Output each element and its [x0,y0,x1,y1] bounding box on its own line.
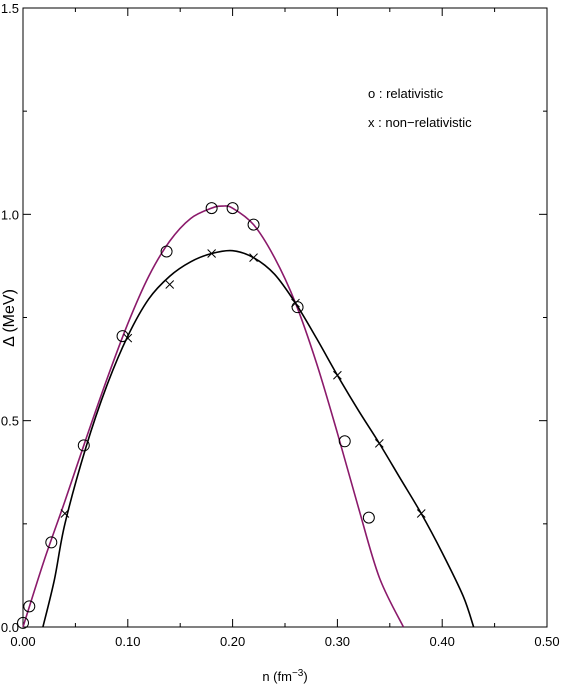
x-axis-label-sup: −3 [292,668,304,679]
x-axis-label: n (fm−3) [262,668,307,685]
point-non-relativistic [207,249,216,258]
x-axis-label-base: n (fm [262,669,292,684]
legend: o : relativistic x : non−relativistic [368,86,472,130]
x-tick-label: 0.50 [534,634,559,649]
legend-entry-non-relativistic: x : non−relativistic [368,115,472,130]
curve-non-relativistic [42,249,475,628]
point-non-relativistic [60,509,70,518]
series-curves [22,205,475,628]
point-non-relativistic [416,509,426,518]
point-relativistic [247,218,260,231]
y-axis-label: Δ (MeV) [1,289,18,347]
point-relativistic [205,202,218,215]
y-tick-label: 0.0 [1,620,19,635]
point-relativistic [160,245,173,258]
curve-relativistic [22,205,405,628]
plot-frame [22,7,548,628]
point-non-relativistic [291,298,300,308]
axis-ticks: 0.00 0.10 0.20 0.30 0.40 0.50 0.0 0.5 1.0 1.5 [1,1,560,649]
point-non-relativistic [249,253,258,263]
x-axis-label-close: ) [303,669,307,684]
point-non-relativistic [333,370,342,380]
y-tick-label: 0.5 [1,414,19,429]
point-relativistic [338,435,351,448]
point-relativistic [362,511,375,524]
point-relativistic [291,301,304,314]
point-relativistic [116,330,129,343]
point-non-relativistic [374,439,384,448]
point-relativistic [23,600,36,613]
x-tick-label: 0.40 [430,634,455,649]
point-relativistic [226,202,239,215]
x-tick-label: 0.30 [325,634,350,649]
point-relativistic [45,536,58,549]
point-non-relativistic [123,333,133,343]
x-tick-label: 0.20 [220,634,245,649]
point-relativistic [77,439,90,452]
y-tick-label: 1.5 [1,1,19,16]
series-markers [17,202,426,629]
legend-entry-relativistic: o : relativistic [368,86,444,101]
point-non-relativistic [165,280,175,289]
x-tick-label: 0.10 [115,634,140,649]
y-tick-label: 1.0 [1,207,19,222]
x-tick-label: 0.00 [10,634,35,649]
point-relativistic [17,616,29,629]
